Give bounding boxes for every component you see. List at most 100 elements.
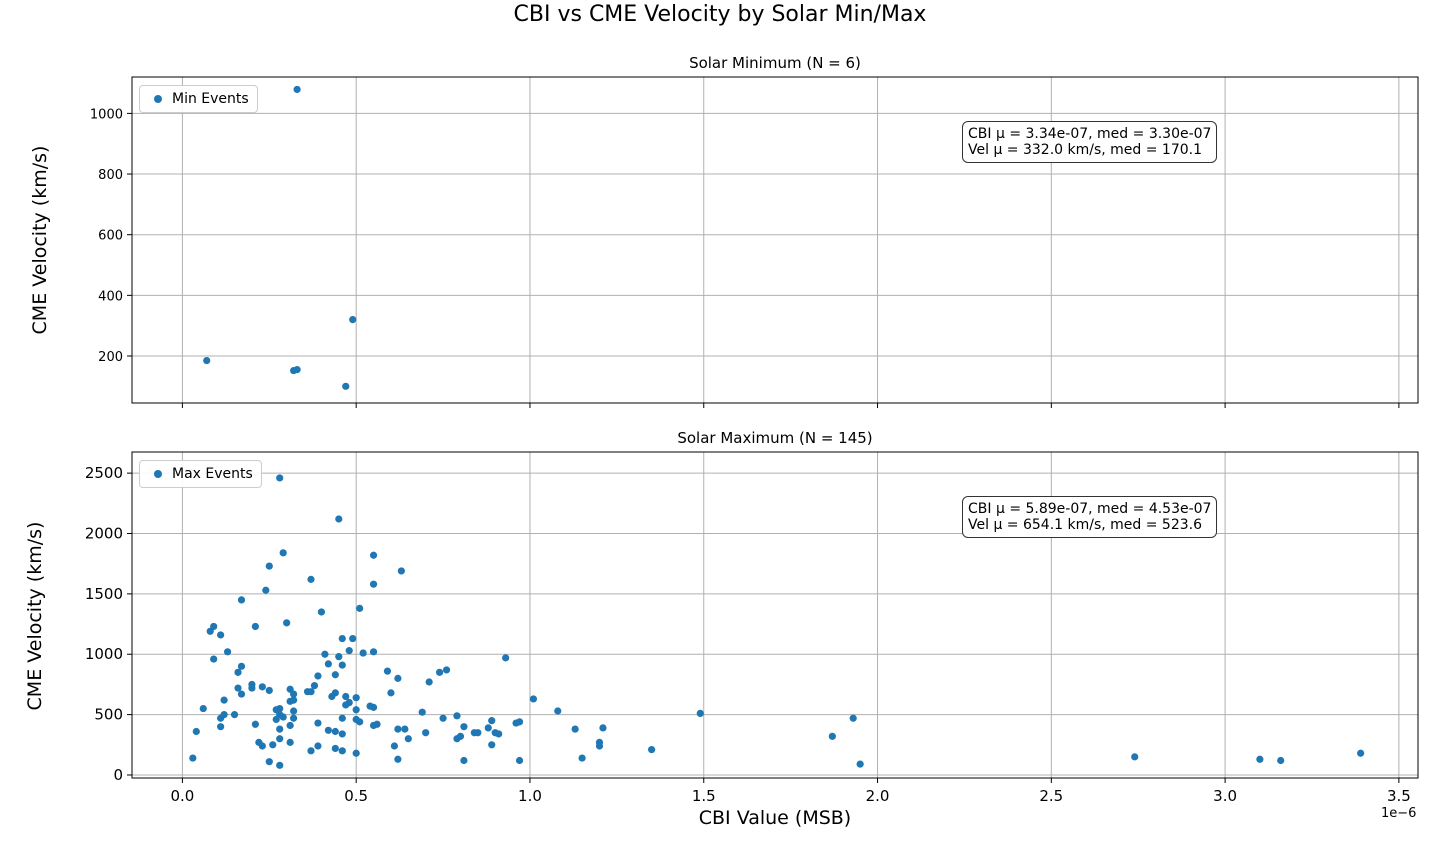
- min-y-tick-label: 200: [98, 350, 123, 365]
- max-data-point: [189, 754, 197, 762]
- max-data-point: [276, 735, 284, 743]
- max-data-point: [1131, 753, 1139, 761]
- max-data-point: [199, 704, 207, 713]
- max-x-tick-label: 0.5: [344, 787, 368, 805]
- min-data-point: [293, 85, 301, 94]
- max-data-point: [599, 724, 607, 732]
- max-data-point: [359, 649, 367, 657]
- max-data-point: [192, 727, 200, 736]
- max-data-point: [578, 754, 586, 762]
- figure-title: CBI vs CME Velocity by Solar Min/Max: [513, 2, 927, 27]
- max-data-point: [387, 689, 395, 697]
- max-data-point: [283, 619, 291, 627]
- max-data-point: [369, 580, 378, 588]
- max-data-point: [286, 697, 294, 705]
- max-data-point: [495, 730, 503, 738]
- max-data-point: [335, 653, 343, 661]
- max-data-point: [460, 723, 468, 731]
- max-data-point: [279, 549, 287, 557]
- max-data-point: [488, 741, 496, 749]
- max-data-point: [342, 692, 350, 701]
- max-data-point: [404, 735, 412, 743]
- max-data-point: [265, 686, 273, 695]
- min-stats-velocity: Vel μ = 332.0 km/s, med = 170.1: [968, 142, 1203, 158]
- max-data-point: [307, 747, 315, 755]
- min-data-point: [342, 382, 350, 390]
- min-axes-frame: [131, 76, 1419, 404]
- max-data-point: [418, 708, 426, 716]
- max-data-point: [397, 567, 405, 575]
- max-data-point: [369, 551, 378, 559]
- max-data-point: [217, 631, 225, 639]
- x-axis-offset-label: 1e−6: [1381, 806, 1417, 821]
- max-axes: 0.0 0.5 1.0 1.5 2.0 2.5 3.0 3.5 0 500 1000 1500 2000…: [85, 451, 1419, 805]
- min-data-point: [349, 316, 357, 324]
- max-data-point: [648, 746, 656, 754]
- max-data-point: [290, 690, 298, 698]
- max-data-point: [314, 719, 322, 727]
- max-y-tick-label: 500: [94, 706, 123, 724]
- max-data-point: [856, 760, 864, 768]
- max-data-point: [338, 747, 346, 755]
- max-data-point: [331, 744, 339, 753]
- max-data-point: [272, 715, 280, 724]
- max-data-point: [470, 729, 478, 737]
- max-data-point: [251, 720, 259, 728]
- max-data-point: [1357, 749, 1365, 757]
- max-data-point: [234, 668, 242, 676]
- max-data-point: [1277, 756, 1285, 765]
- x-axis-label: CBI Value (MSB): [698, 807, 852, 829]
- max-data-point: [442, 666, 451, 674]
- min-y-tick-label: 800: [98, 168, 123, 183]
- max-data-point: [324, 660, 332, 668]
- max-data-point: [258, 742, 266, 750]
- max-data-point: [321, 650, 329, 658]
- max-data-point: [422, 729, 430, 737]
- max-axes-frame: [131, 451, 1419, 779]
- max-data-point: [276, 725, 284, 733]
- max-data-point: [342, 701, 350, 709]
- max-x-tick-label: 1.5: [692, 787, 716, 805]
- min-stats-box: CBI μ = 3.34e-07, med = 3.30e-07 Vel μ =…: [962, 121, 1218, 163]
- max-data-point: [696, 709, 704, 718]
- max-data-point: [352, 706, 360, 714]
- max-stats-velocity: Vel μ = 654.1 km/s, med = 523.6: [968, 517, 1203, 533]
- max-data-point: [210, 655, 218, 663]
- max-data-point: [286, 721, 294, 730]
- max-data-point: [234, 684, 242, 692]
- max-data-point: [335, 515, 343, 523]
- min-data-point: [293, 366, 301, 374]
- max-data-point: [453, 735, 461, 743]
- max-data-point: [512, 719, 520, 727]
- max-data-point: [484, 724, 492, 732]
- max-data-point: [394, 755, 402, 763]
- max-data-point: [276, 761, 284, 769]
- max-data-point: [324, 726, 332, 734]
- max-data-point: [502, 654, 510, 662]
- max-data-point: [338, 634, 346, 643]
- max-y-tick-label: 2500: [85, 464, 123, 482]
- max-legend-label: Max Events: [172, 466, 253, 482]
- max-data-point: [345, 647, 353, 655]
- max-x-tick-label: 0.0: [170, 787, 194, 805]
- legend-marker-icon: [154, 470, 162, 478]
- max-data-point: [217, 723, 225, 731]
- max-data-point: [237, 596, 246, 604]
- max-data-point: [1256, 755, 1264, 763]
- max-data-point: [338, 730, 346, 738]
- max-data-point: [356, 718, 364, 726]
- max-x-tick-label: 2.0: [866, 787, 890, 805]
- max-data-point: [349, 634, 357, 643]
- max-data-point: [230, 711, 239, 719]
- max-data-point: [331, 671, 339, 679]
- max-data-point: [338, 714, 346, 722]
- max-data-point: [394, 725, 402, 733]
- max-data-point: [265, 562, 273, 570]
- max-data-point: [331, 727, 339, 736]
- max-data-point: [276, 474, 284, 482]
- min-y-tick-label: 400: [98, 289, 123, 304]
- max-data-point: [290, 707, 298, 715]
- min-data-point: [203, 356, 211, 365]
- max-legend: Max Events: [139, 460, 262, 488]
